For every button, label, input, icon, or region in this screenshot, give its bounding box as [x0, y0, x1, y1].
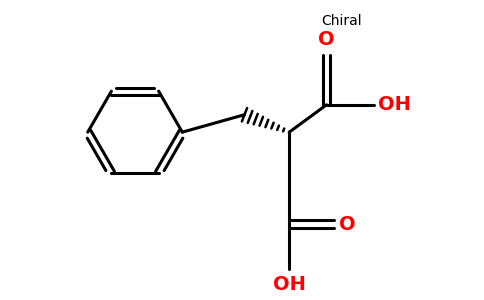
Text: O: O	[339, 215, 356, 234]
Text: OH: OH	[378, 95, 411, 114]
Text: O: O	[318, 30, 335, 49]
Text: OH: OH	[273, 275, 306, 294]
Text: Chiral: Chiral	[321, 14, 362, 28]
